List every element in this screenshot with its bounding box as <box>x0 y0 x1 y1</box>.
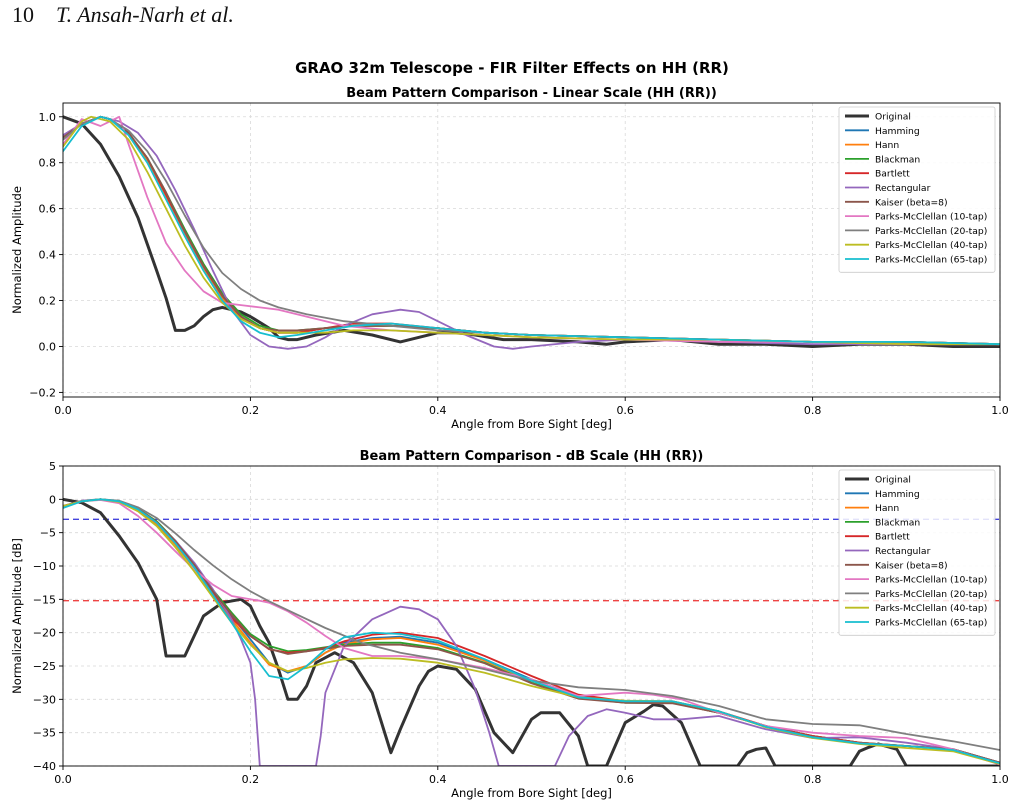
page-header: 10 T. Ansah-Narh et al. <box>12 2 234 28</box>
series-line-parks-mcclellan-65-tap <box>63 498 1000 765</box>
legend-label-original: Original <box>875 112 911 123</box>
legend-label-parks-mcclellan-10-tap: Parks-McClellan (10-tap) <box>875 212 987 223</box>
x-tick-label: 0.4 <box>429 404 447 417</box>
y-tick-label: 1.0 <box>39 111 57 124</box>
x-tick-label: 0.8 <box>804 773 822 786</box>
legend-label-hamming: Hamming <box>875 489 920 500</box>
legend: Original Hamming Hann Blackman Bartlett Recta… <box>838 106 996 273</box>
y-tick-label: −25 <box>33 660 56 673</box>
x-tick-label: 1.0 <box>991 773 1009 786</box>
legend-label-hann: Hann <box>875 503 899 514</box>
chart-title: Beam Pattern Comparison - Linear Scale (… <box>346 86 717 101</box>
y-tick-label: 0.8 <box>39 157 57 170</box>
legend-label-bartlett: Bartlett <box>875 169 910 180</box>
axes-frame <box>62 102 1001 398</box>
y-tick-label: 0.2 <box>39 295 57 308</box>
chart-linear-scale: 0.0 0.2 0.4 0.6 0.8 1.0 −0.2 0.0 0.2 0.4 0.6 0.8 1.0… <box>10 86 1009 431</box>
x-tick-label: 0.2 <box>242 773 260 786</box>
x-axis-label: Angle from Bore Sight [deg] <box>451 786 612 800</box>
legend-label-rectangular: Rectangular <box>875 183 931 194</box>
legend-label-parks-mcclellan-65-tap: Parks-McClellan (65-tap) <box>875 255 987 266</box>
legend-label-blackman: Blackman <box>875 517 920 528</box>
legend: Original Hamming Hann Blackman Bartlett Recta… <box>838 469 996 636</box>
y-tick-label: −20 <box>33 627 56 640</box>
y-tick-label: −0.2 <box>29 386 56 399</box>
x-tick-label: 0.0 <box>54 404 72 417</box>
legend-label-rectangular: Rectangular <box>875 546 931 557</box>
legend-label-parks-mcclellan-40-tap: Parks-McClellan (40-tap) <box>875 240 987 251</box>
series-line-parks-mcclellan-20-tap <box>63 498 1000 751</box>
x-tick-label: 0.2 <box>242 404 260 417</box>
legend-label-parks-mcclellan-20-tap: Parks-McClellan (20-tap) <box>875 589 987 600</box>
series-line-original <box>63 497 1000 766</box>
legend-label-bartlett: Bartlett <box>875 532 910 543</box>
series-line-parks-mcclellan-40-tap <box>63 115 1000 346</box>
legend-box <box>838 469 996 636</box>
x-tick-label: 0.0 <box>54 773 72 786</box>
legend-label-hann: Hann <box>875 140 899 151</box>
y-tick-label: −5 <box>40 527 56 540</box>
y-tick-label: 0.0 <box>39 340 57 353</box>
legend-label-parks-mcclellan-10-tap: Parks-McClellan (10-tap) <box>875 575 987 586</box>
x-tick-label: 0.8 <box>804 404 822 417</box>
y-tick-label: 0 <box>49 493 56 506</box>
figure-suptitle: GRAO 32m Telescope - FIR Filter Effects … <box>295 59 729 77</box>
y-tick-label: 5 <box>49 460 56 473</box>
legend-label-parks-mcclellan-20-tap: Parks-McClellan (20-tap) <box>875 226 987 237</box>
page-number: 10 <box>12 2 34 27</box>
x-tick-label: 0.4 <box>429 773 447 786</box>
y-tick-label: −30 <box>33 693 56 706</box>
series-group <box>63 115 1000 350</box>
x-axis-label: Angle from Bore Sight [deg] <box>451 417 612 431</box>
y-tick-label: −10 <box>33 560 56 573</box>
series-group <box>63 497 1000 766</box>
legend-label-kaiser-beta-8: Kaiser (beta=8) <box>875 560 948 571</box>
y-tick-label: −40 <box>33 760 56 773</box>
series-line-parks-mcclellan-65-tap <box>63 115 1000 346</box>
legend-label-blackman: Blackman <box>875 154 920 165</box>
chart-db-scale: 0.0 0.2 0.4 0.6 0.8 1.0 5 0 −5 −10 −15 −20 −25 −30 −35… <box>10 449 1009 800</box>
y-tick-label: −15 <box>33 593 56 606</box>
x-tick-label: 0.6 <box>616 773 634 786</box>
legend-box <box>838 106 996 273</box>
y-tick-label: 0.4 <box>39 249 57 262</box>
y-axis-label: Normalized Amplitude <box>10 186 24 314</box>
legend-label-original: Original <box>875 475 911 486</box>
x-tick-label: 0.6 <box>616 404 634 417</box>
y-tick-label: 0.6 <box>39 203 57 216</box>
x-tick-label: 1.0 <box>991 404 1009 417</box>
legend-label-parks-mcclellan-65-tap: Parks-McClellan (65-tap) <box>875 618 987 629</box>
chart-title: Beam Pattern Comparison - dB Scale (HH (… <box>360 449 704 464</box>
legend-label-kaiser-beta-8: Kaiser (beta=8) <box>875 197 948 208</box>
page-authors: T. Ansah-Narh et al. <box>56 2 234 27</box>
legend-label-hamming: Hamming <box>875 126 920 137</box>
y-axis-label: Normalized Amplitude [dB] <box>10 538 24 694</box>
axes-frame <box>62 465 1001 767</box>
y-tick-label: −35 <box>33 727 56 740</box>
legend-label-parks-mcclellan-40-tap: Parks-McClellan (40-tap) <box>875 603 987 614</box>
